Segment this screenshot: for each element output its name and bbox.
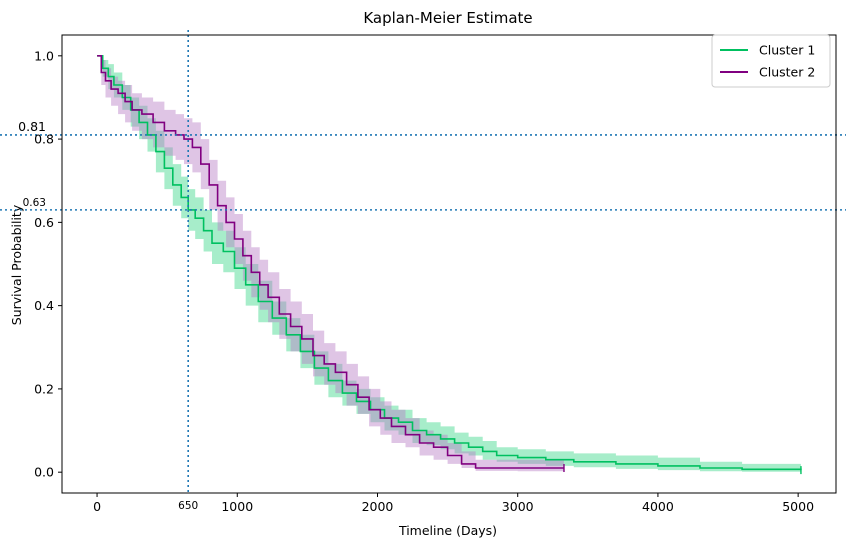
y-axis-label: Survival Probability [9,204,24,325]
x-tick-label: 0 [93,499,101,514]
survival-curves [97,55,802,475]
survival-line-series-1 [97,55,802,471]
y-tick-label: 1.0 [34,48,54,63]
x-tick-label: 4000 [642,499,674,514]
legend-label-cluster-2: Cluster 2 [759,65,815,80]
y-tick-label: 0.2 [34,381,54,396]
y-tick-label: 0.0 [34,465,54,480]
x-tick-label: 1000 [221,499,253,514]
y-tick-label: 0.8 [34,132,54,147]
confidence-band-series-2 [97,55,564,473]
x-tick-label: 3000 [502,499,534,514]
reference-lines: 0.81 0.63 650 [0,30,846,512]
x-tick-label: 2000 [362,499,394,514]
legend-box [711,34,831,88]
survival-line-series-2 [97,55,564,469]
x-axis-label: Timeline (Days) [398,523,497,538]
y-tick-label: 0.6 [34,215,54,230]
hline-label: 0.63 [23,197,46,209]
confidence-bands [97,55,801,473]
axes: 0 1000 2000 3000 4000 5000 0.0 0.2 0.4 0.6 0.8 1.0 [34,34,837,514]
vline-label: 650 [178,500,198,512]
plot-frame [61,34,837,494]
legend-label-cluster-1: Cluster 1 [759,43,815,58]
confidence-band-series-1 [97,55,801,473]
chart-title: Kaplan-Meier Estimate [363,9,532,27]
hline-label: 0.81 [18,119,46,134]
y-tick-label: 0.4 [34,298,54,313]
x-tick-label: 5000 [782,499,814,514]
legend: Cluster 1 Cluster 2 [711,34,831,88]
